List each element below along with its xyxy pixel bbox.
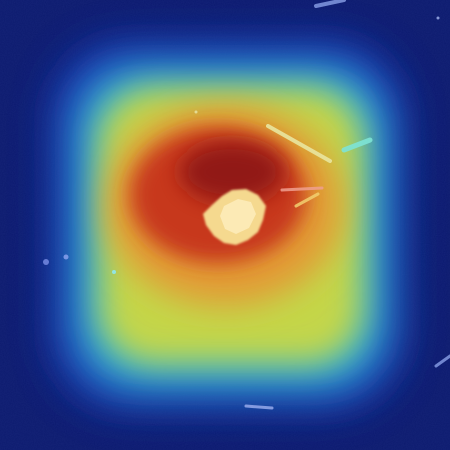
streak-mark: [314, 0, 346, 8]
streak-mark: [280, 186, 324, 192]
streak-mark: [434, 354, 450, 368]
bright-object-highlight: [220, 199, 256, 234]
speck: [63, 254, 69, 260]
streak-mark: [266, 124, 332, 163]
speck: [436, 16, 440, 20]
speck: [112, 270, 116, 274]
streak-mark: [294, 192, 320, 208]
streak-mark: [244, 404, 274, 410]
speck: [43, 259, 49, 265]
streak-mark: [341, 137, 373, 153]
speck: [194, 110, 198, 114]
heat-layer-peak: [180, 142, 284, 202]
